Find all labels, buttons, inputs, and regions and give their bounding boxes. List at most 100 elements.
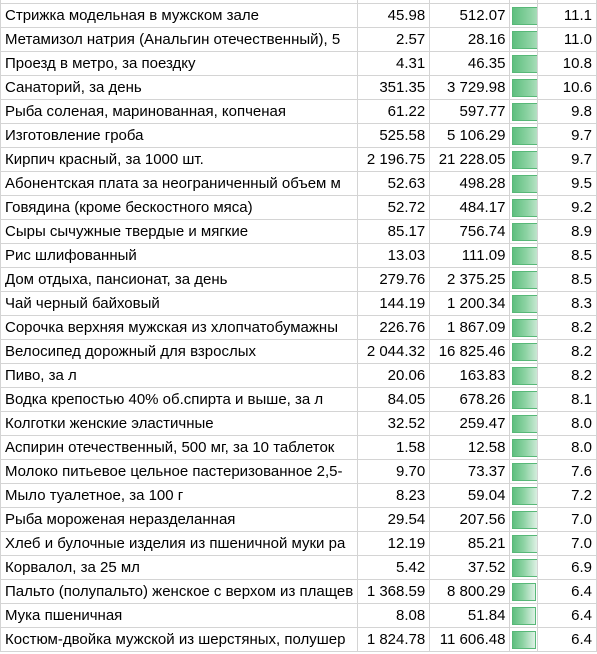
value-1-cell[interactable]: 52.72 [357,195,431,220]
ratio-cell[interactable]: 8.2 [536,339,597,364]
ratio-cell[interactable]: 8.0 [536,411,597,436]
value-2-cell[interactable]: 1 200.34 [429,291,511,316]
item-name-cell[interactable]: Проезд в метро, за поездку [0,51,359,76]
item-name-cell[interactable]: Мука пшеничная [0,603,359,628]
item-name-cell[interactable]: Водка крепостью 40% об.спирта и выше, за… [0,387,359,412]
item-name-cell[interactable]: Велосипед дорожный для взрослых [0,339,359,364]
data-bar-cell[interactable] [509,531,538,556]
value-2-cell[interactable]: 163.83 [429,363,511,388]
value-1-cell[interactable]: 1.58 [357,435,431,460]
value-2-cell[interactable]: 59.04 [429,483,511,508]
data-bar-cell[interactable] [509,291,538,316]
value-2-cell[interactable]: 28.16 [429,27,511,52]
value-1-cell[interactable]: 525.58 [357,123,431,148]
value-2-cell[interactable]: 2 375.25 [429,267,511,292]
ratio-cell[interactable]: 8.2 [536,363,597,388]
value-1-cell[interactable]: 52.63 [357,171,431,196]
item-name-cell[interactable]: Аспирин отечественный, 500 мг, за 10 таб… [0,435,359,460]
data-bar-cell[interactable] [509,507,538,532]
item-name-cell[interactable]: Говядина (кроме бескостного мяса) [0,195,359,220]
data-bar-cell[interactable] [509,387,538,412]
value-2-cell[interactable]: 73.37 [429,459,511,484]
value-1-cell[interactable]: 8.08 [357,603,431,628]
item-name-cell[interactable]: Молоко питьевое цельное пастеризованное … [0,459,359,484]
value-1-cell[interactable]: 32.52 [357,411,431,436]
data-bar-cell[interactable] [509,459,538,484]
value-1-cell[interactable]: 9.70 [357,459,431,484]
value-2-cell[interactable]: 85.21 [429,531,511,556]
ratio-cell[interactable]: 9.7 [536,147,597,172]
ratio-cell[interactable]: 6.4 [536,627,597,652]
value-2-cell[interactable]: 51.84 [429,603,511,628]
value-2-cell[interactable]: 3 729.98 [429,75,511,100]
item-name-cell[interactable]: Рис шлифованный [0,243,359,268]
value-1-cell[interactable]: 13.03 [357,243,431,268]
ratio-cell[interactable]: 10.8 [536,51,597,76]
ratio-cell[interactable]: 11.1 [536,3,597,28]
item-name-cell[interactable]: Кирпич красный, за 1000 шт. [0,147,359,172]
value-1-cell[interactable]: 351.35 [357,75,431,100]
item-name-cell[interactable]: Санаторий, за день [0,75,359,100]
data-bar-cell[interactable] [509,27,538,52]
item-name-cell[interactable]: Стрижка модельная в мужском зале [0,3,359,28]
value-2-cell[interactable]: 16 825.46 [429,339,511,364]
ratio-cell[interactable]: 8.0 [536,435,597,460]
data-bar-cell[interactable] [509,219,538,244]
value-2-cell[interactable]: 5 106.29 [429,123,511,148]
ratio-cell[interactable]: 7.2 [536,483,597,508]
ratio-cell[interactable]: 9.2 [536,195,597,220]
data-bar-cell[interactable] [509,147,538,172]
ratio-cell[interactable]: 7.0 [536,531,597,556]
value-1-cell[interactable]: 20.06 [357,363,431,388]
value-2-cell[interactable]: 597.77 [429,99,511,124]
value-1-cell[interactable]: 29.54 [357,507,431,532]
item-name-cell[interactable]: Сорочка верхняя мужская из хлопчатобумаж… [0,315,359,340]
value-2-cell[interactable]: 11 606.48 [429,627,511,652]
ratio-cell[interactable]: 8.5 [536,267,597,292]
value-1-cell[interactable]: 84.05 [357,387,431,412]
data-bar-cell[interactable] [509,411,538,436]
ratio-cell[interactable]: 11.0 [536,27,597,52]
data-bar-cell[interactable] [509,579,538,604]
ratio-cell[interactable]: 9.8 [536,99,597,124]
ratio-cell[interactable]: 7.0 [536,507,597,532]
item-name-cell[interactable]: Корвалол, за 25 мл [0,555,359,580]
data-bar-cell[interactable] [509,363,538,388]
value-1-cell[interactable]: 1 368.59 [357,579,431,604]
value-1-cell[interactable]: 144.19 [357,291,431,316]
value-1-cell[interactable]: 2.57 [357,27,431,52]
value-1-cell[interactable]: 45.98 [357,3,431,28]
value-1-cell[interactable]: 61.22 [357,99,431,124]
data-bar-cell[interactable] [509,243,538,268]
value-2-cell[interactable]: 512.07 [429,3,511,28]
ratio-cell[interactable]: 8.5 [536,243,597,268]
value-2-cell[interactable]: 1 867.09 [429,315,511,340]
data-bar-cell[interactable] [509,123,538,148]
item-name-cell[interactable]: Колготки женские эластичные [0,411,359,436]
ratio-cell[interactable]: 6.4 [536,603,597,628]
value-2-cell[interactable]: 259.47 [429,411,511,436]
ratio-cell[interactable]: 6.9 [536,555,597,580]
item-name-cell[interactable]: Мыло туалетное, за 100 г [0,483,359,508]
data-bar-cell[interactable] [509,3,538,28]
value-1-cell[interactable]: 12.19 [357,531,431,556]
data-bar-cell[interactable] [509,99,538,124]
ratio-cell[interactable]: 6.4 [536,579,597,604]
value-1-cell[interactable]: 4.31 [357,51,431,76]
ratio-cell[interactable]: 8.2 [536,315,597,340]
value-1-cell[interactable]: 5.42 [357,555,431,580]
data-bar-cell[interactable] [509,435,538,460]
item-name-cell[interactable]: Костюм-двойка мужской из шерстяных, полу… [0,627,359,652]
value-1-cell[interactable]: 226.76 [357,315,431,340]
value-2-cell[interactable]: 37.52 [429,555,511,580]
item-name-cell[interactable]: Изготовление гроба [0,123,359,148]
data-bar-cell[interactable] [509,603,538,628]
item-name-cell[interactable]: Хлеб и булочные изделия из пшеничной мук… [0,531,359,556]
value-1-cell[interactable]: 279.76 [357,267,431,292]
item-name-cell[interactable]: Чай черный байховый [0,291,359,316]
data-bar-cell[interactable] [509,171,538,196]
data-bar-cell[interactable] [509,267,538,292]
value-2-cell[interactable]: 8 800.29 [429,579,511,604]
value-1-cell[interactable]: 8.23 [357,483,431,508]
ratio-cell[interactable]: 8.3 [536,291,597,316]
